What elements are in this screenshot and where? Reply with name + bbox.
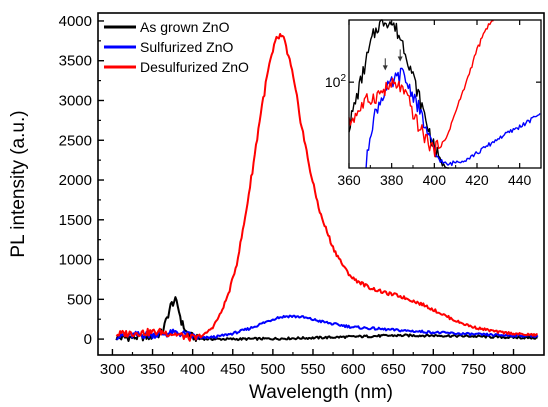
y-tick-label: 1500 (59, 212, 92, 229)
inset-y-ticks: 102 (325, 73, 541, 90)
y-tick-label: 0 (84, 331, 92, 348)
x-tick-label: 800 (501, 361, 526, 378)
y-axis-label: PL intensity (a.u.) (8, 110, 29, 257)
x-tick-label: 450 (220, 361, 245, 378)
peak-arrow-head (382, 65, 388, 71)
inset-x-tick-label: 420 (465, 172, 489, 188)
inset-x-tick-label: 380 (380, 172, 404, 188)
inset-plot-frame (348, 19, 542, 169)
inset-x-tick-label: 360 (337, 172, 361, 188)
inset-y-tick-exponent: 2 (340, 73, 346, 84)
legend-label: Desulfurized ZnO (140, 59, 249, 75)
legend-label: Sulfurized ZnO (140, 39, 233, 55)
inset-annotations (382, 49, 403, 71)
x-tick-label: 550 (300, 361, 325, 378)
series-line-desulfurized-zno (115, 33, 538, 342)
inset-x-ticks: 360 380 400 420 440 (337, 20, 532, 188)
x-tick-label: 600 (341, 361, 366, 378)
main-x-ticks: 300 350 400 450 500 550 600 650 700 750 800 (100, 349, 526, 378)
x-tick-label: 400 (180, 361, 205, 378)
main-y-ticks: 0 500 1000 1500 2000 2500 3000 3500 4000 (59, 13, 104, 348)
main-chart: 300 350 400 450 500 550 600 650 700 750 800 0 500 10… (8, 12, 545, 403)
x-axis-label: Wavelength (nm) (249, 382, 393, 403)
peak-arrow-head (397, 56, 403, 62)
inset-y-tick-base: 10 (325, 74, 341, 90)
y-tick-label: 500 (67, 291, 92, 308)
y-tick-label: 4000 (59, 13, 92, 30)
x-tick-label: 500 (260, 361, 285, 378)
inset-chart: 360 380 400 420 440 102 (325, 19, 542, 188)
x-tick-label: 350 (140, 361, 165, 378)
y-tick-label: 2000 (59, 172, 92, 189)
inset-background (349, 20, 541, 168)
y-tick-label: 2500 (59, 132, 92, 149)
y-tick-label: 3500 (59, 53, 92, 70)
main-plot-frame (97, 12, 545, 356)
inset-series-group (348, 19, 541, 169)
inset-y-tick-label: 102 (325, 73, 347, 90)
inset-series-line-desulfurized-zno (348, 19, 494, 158)
legend-label: As grown ZnO (140, 19, 230, 35)
inset-series-line-sulfurized-zno (365, 67, 541, 169)
inset-series-line-as-grown-zno (348, 19, 449, 169)
inset-x-tick-label: 400 (423, 172, 447, 188)
x-tick-label: 300 (100, 361, 125, 378)
x-tick-label: 700 (421, 361, 446, 378)
main-series-group (115, 33, 539, 342)
x-tick-label: 750 (461, 361, 486, 378)
y-tick-label: 3000 (59, 92, 92, 109)
inset-x-tick-label: 440 (508, 172, 532, 188)
x-tick-label: 650 (381, 361, 406, 378)
y-tick-label: 1000 (59, 252, 92, 269)
legend: As grown ZnO Sulfurized ZnO Desulfurized Z… (104, 19, 249, 75)
